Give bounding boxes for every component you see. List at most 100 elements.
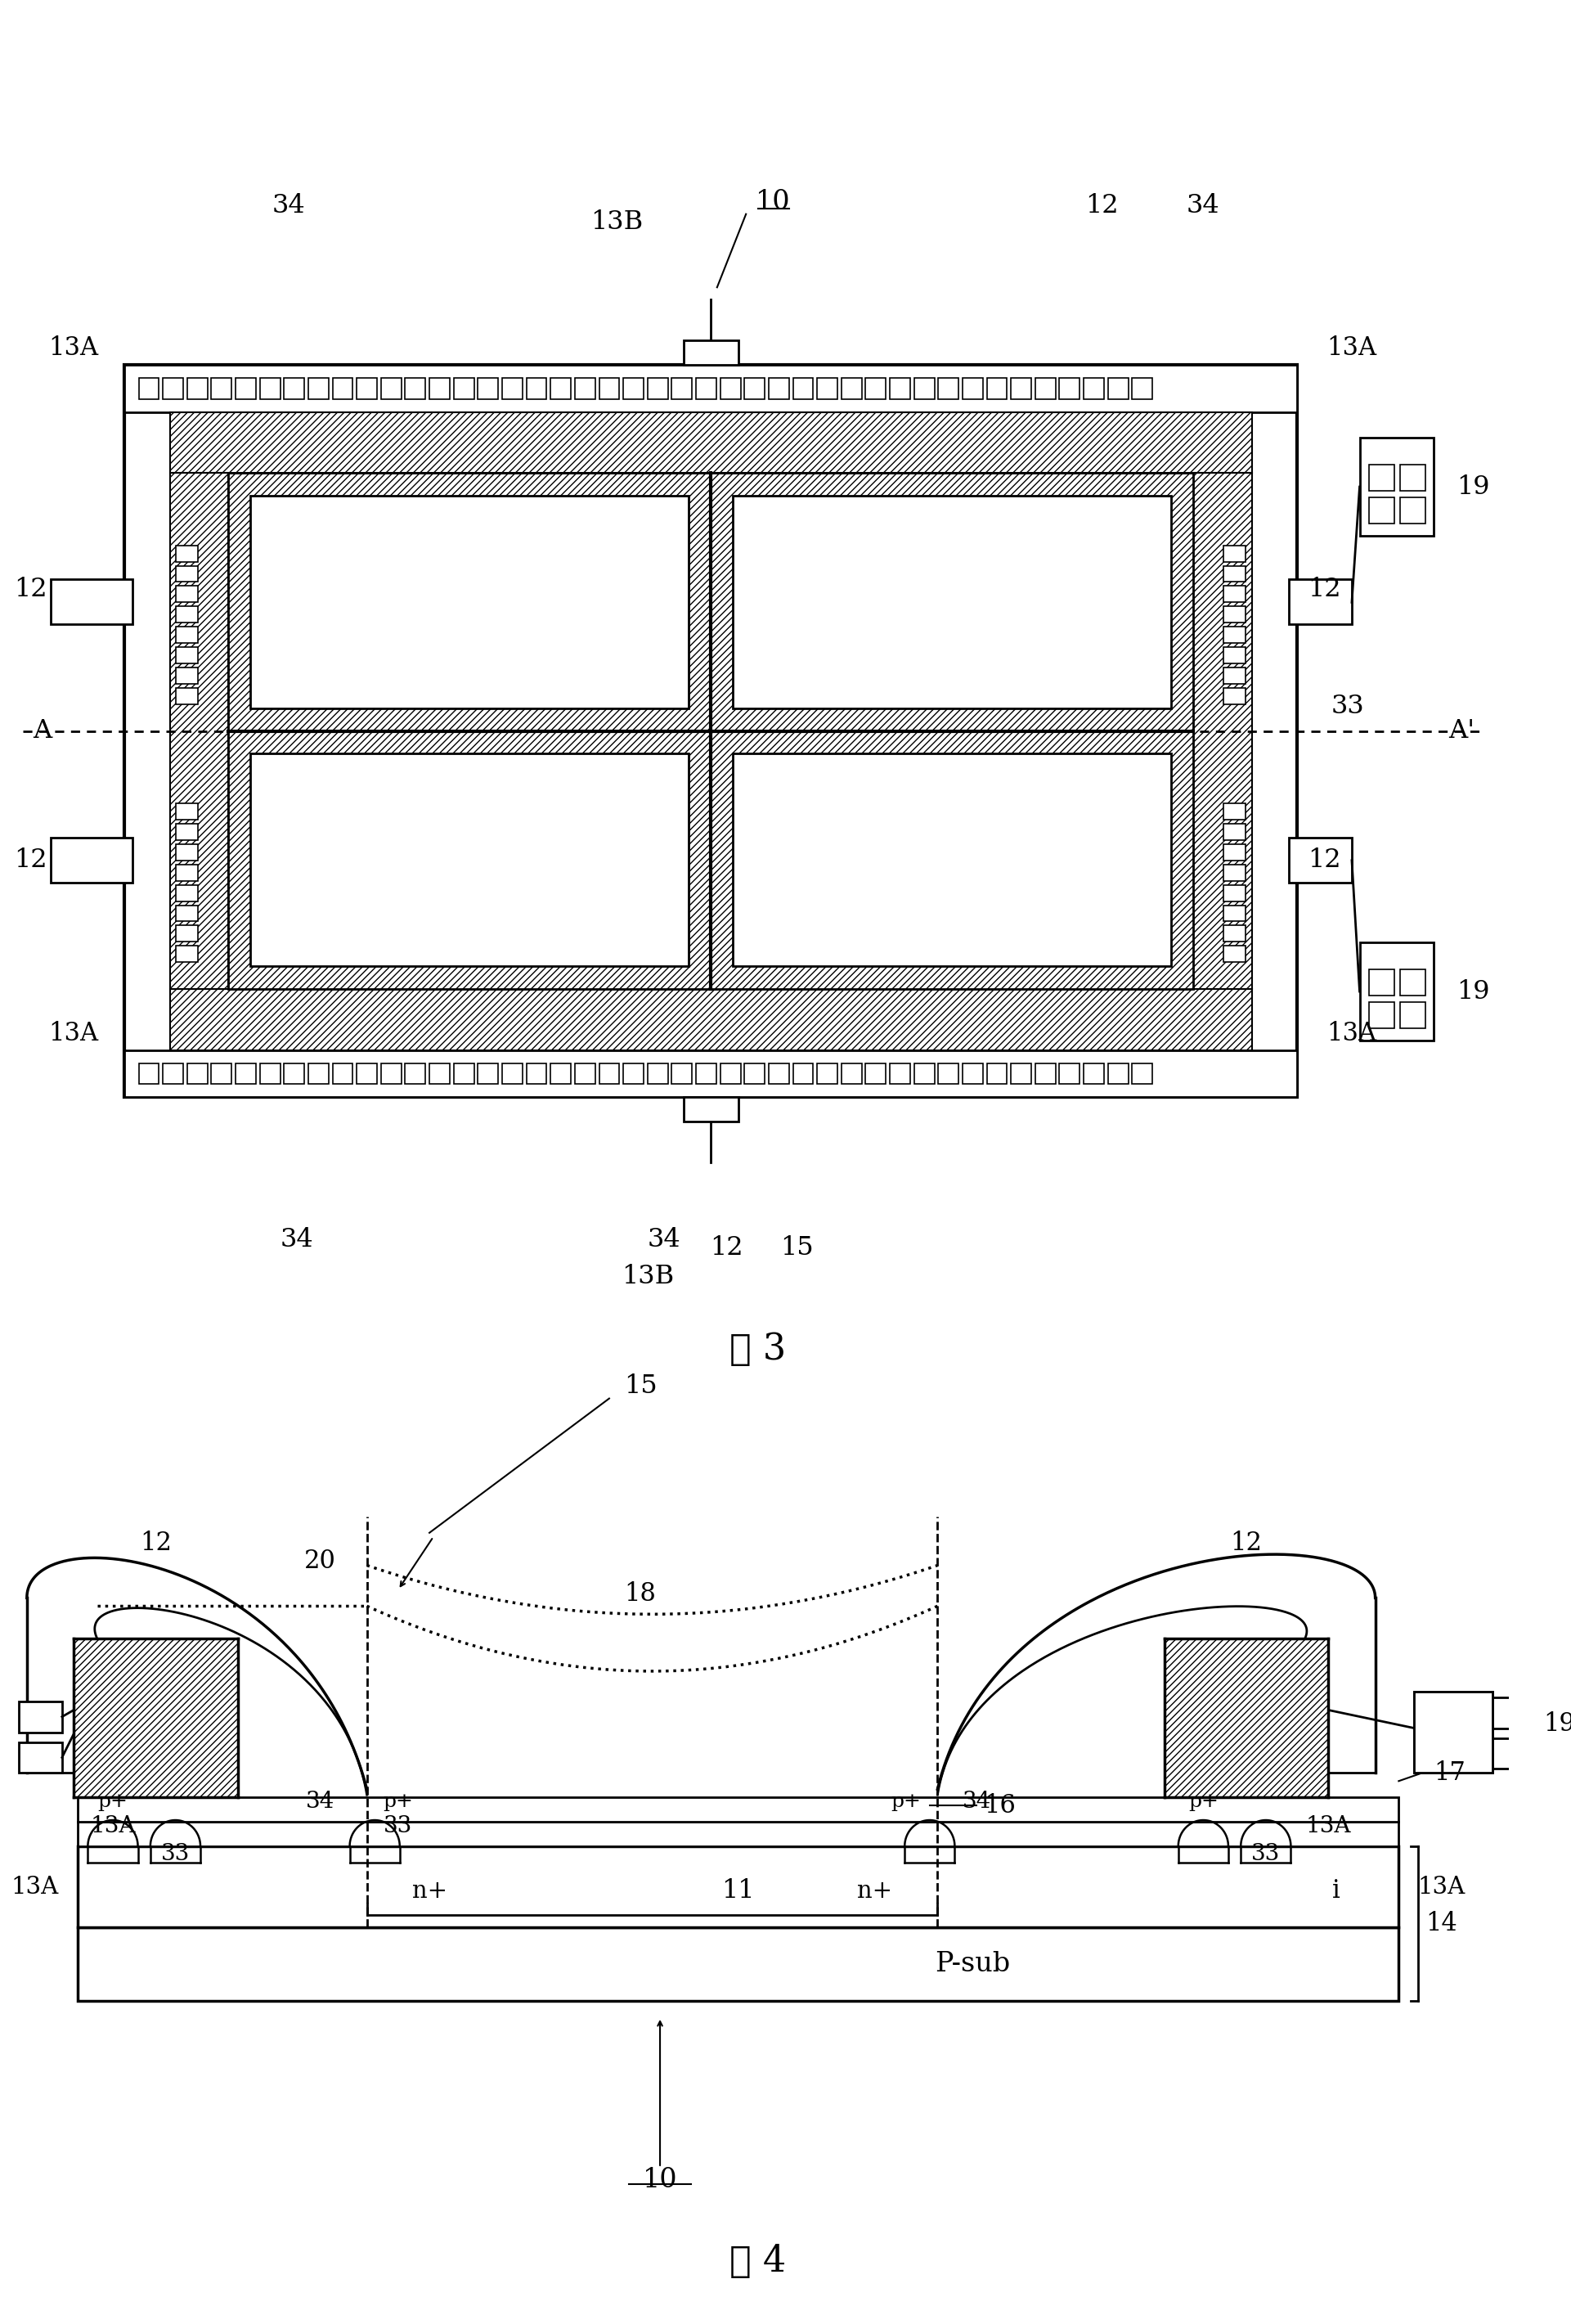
Bar	[124, 365, 1298, 411]
Bar	[1224, 688, 1246, 704]
Bar	[889, 379, 910, 400]
Bar	[1164, 1638, 1329, 1796]
Bar	[1059, 379, 1079, 400]
Bar	[1400, 1002, 1425, 1027]
Bar	[1368, 497, 1393, 523]
Bar	[1224, 885, 1246, 902]
Bar	[1224, 925, 1246, 941]
Bar	[866, 379, 886, 400]
Bar	[1224, 546, 1246, 562]
Bar	[745, 1062, 765, 1085]
Bar	[1133, 1062, 1153, 1085]
Text: 34: 34	[306, 1789, 335, 1813]
Text: 12: 12	[1086, 193, 1119, 218]
Bar	[683, 339, 738, 365]
Bar	[138, 379, 159, 400]
Bar	[1359, 944, 1434, 1041]
Bar	[1224, 607, 1246, 623]
Bar	[710, 472, 1192, 732]
Text: n+: n+	[858, 1880, 892, 1903]
Bar	[672, 379, 693, 400]
Bar	[1133, 379, 1153, 400]
Bar	[454, 1062, 474, 1085]
Bar	[842, 379, 861, 400]
Text: 34: 34	[272, 193, 305, 218]
Text: 图 4: 图 4	[729, 2243, 786, 2280]
Text: 12: 12	[1230, 1532, 1262, 1557]
Bar	[176, 804, 198, 820]
Bar	[1035, 379, 1056, 400]
Bar	[672, 1062, 693, 1085]
Text: p+: p+	[383, 1792, 413, 1810]
Bar	[1224, 565, 1246, 581]
Bar	[228, 732, 710, 990]
Text: 34: 34	[1186, 193, 1221, 218]
Bar	[963, 1062, 983, 1085]
Text: 14: 14	[1426, 1910, 1458, 1936]
Text: 33: 33	[160, 1843, 190, 1866]
Text: 10: 10	[756, 188, 790, 214]
Bar	[1012, 379, 1031, 400]
Bar	[259, 1062, 280, 1085]
Bar	[842, 1062, 861, 1085]
Bar	[1224, 823, 1246, 839]
Bar	[176, 823, 198, 839]
Bar	[50, 579, 132, 625]
Text: 34: 34	[280, 1227, 313, 1253]
Text: 15: 15	[624, 1373, 657, 1399]
Text: 19: 19	[1456, 978, 1489, 1004]
Text: 12: 12	[14, 576, 47, 602]
Text: 13A: 13A	[1327, 1020, 1376, 1046]
Bar	[1084, 379, 1104, 400]
Bar	[1108, 1062, 1128, 1085]
Text: 13A: 13A	[49, 335, 99, 360]
Text: 18: 18	[625, 1580, 657, 1606]
Bar	[526, 379, 547, 400]
Bar	[357, 1062, 377, 1085]
Bar	[1224, 627, 1246, 644]
Bar	[793, 379, 814, 400]
Bar	[176, 546, 198, 562]
Bar	[19, 1701, 61, 1731]
Bar	[732, 753, 1172, 967]
Bar	[176, 646, 198, 662]
Text: 33: 33	[1252, 1843, 1280, 1866]
Bar	[176, 667, 198, 683]
Text: 12: 12	[140, 1532, 171, 1557]
Bar	[1492, 1697, 1535, 1729]
Bar	[138, 1062, 159, 1085]
Bar	[176, 844, 198, 860]
Bar	[1290, 579, 1351, 625]
Bar	[77, 1822, 1398, 1845]
Bar	[333, 379, 353, 400]
Bar	[308, 1062, 328, 1085]
Bar	[575, 1062, 595, 1085]
Bar	[250, 753, 690, 967]
Text: 20: 20	[305, 1548, 336, 1573]
Bar	[647, 1062, 668, 1085]
Bar	[1164, 1638, 1329, 1796]
Bar	[1368, 465, 1393, 490]
Text: 34: 34	[961, 1789, 991, 1813]
Text: 11: 11	[721, 1878, 754, 1903]
Bar	[987, 1062, 1007, 1085]
Text: p+: p+	[891, 1792, 921, 1810]
Bar	[1290, 837, 1351, 883]
Bar	[187, 379, 207, 400]
Bar	[380, 379, 401, 400]
Bar	[575, 379, 595, 400]
Bar	[429, 379, 449, 400]
Text: 13A: 13A	[1306, 1815, 1351, 1836]
Text: 13B: 13B	[591, 209, 643, 235]
Bar	[1012, 1062, 1031, 1085]
Bar	[176, 904, 198, 920]
Bar	[1224, 646, 1246, 662]
Bar	[176, 607, 198, 623]
Bar	[768, 1062, 789, 1085]
Bar	[77, 1927, 1398, 2001]
Bar	[866, 1062, 886, 1085]
Bar	[170, 990, 1252, 1050]
Bar	[683, 1097, 738, 1122]
Bar	[176, 688, 198, 704]
Bar	[720, 379, 740, 400]
